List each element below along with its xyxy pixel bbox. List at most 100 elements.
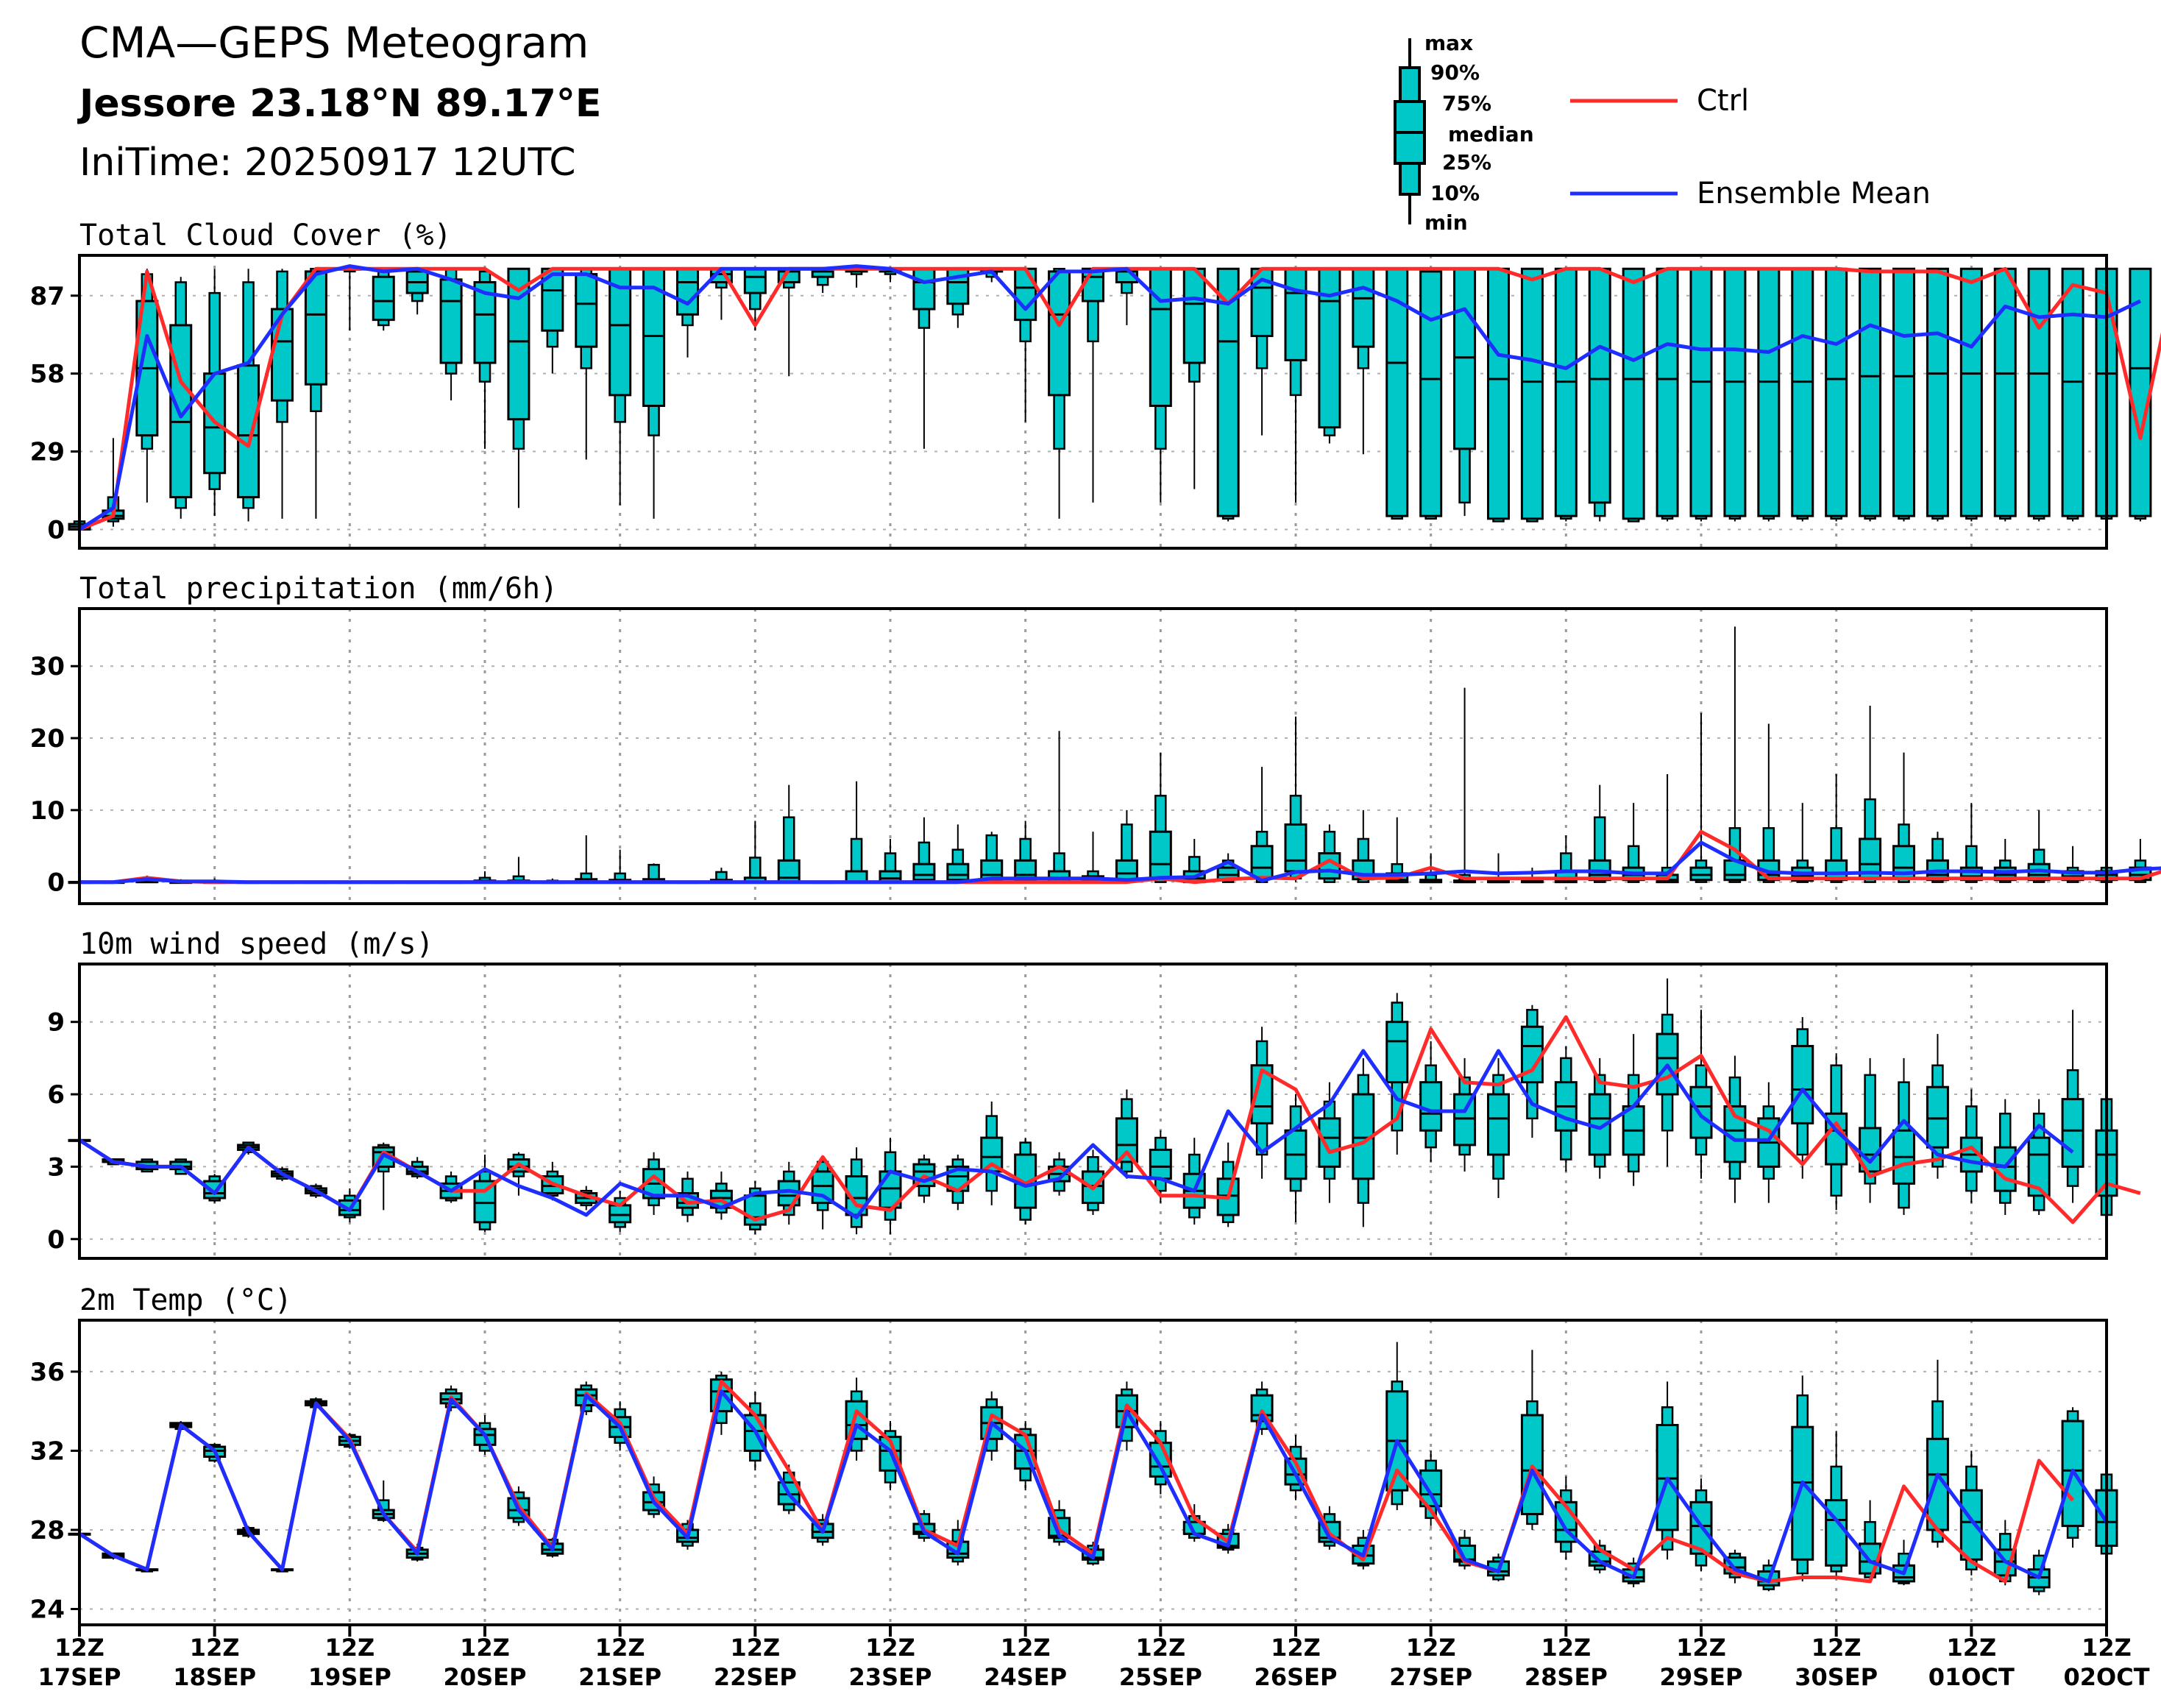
box-plot bbox=[1689, 712, 1713, 883]
box-plot bbox=[912, 267, 936, 449]
box-plot bbox=[1791, 267, 1814, 522]
x-tick-hour-label: 12Z bbox=[1541, 1634, 1591, 1662]
y-tick-label: 0 bbox=[47, 1225, 65, 1255]
box-plot bbox=[1554, 267, 1578, 522]
x-tick-date-label: 30SEP bbox=[1795, 1663, 1878, 1691]
y-tick-label: 58 bbox=[30, 360, 65, 389]
box-plot bbox=[1048, 268, 1071, 519]
y-tick-label: 87 bbox=[30, 282, 65, 311]
box-plot bbox=[473, 269, 497, 449]
x-tick-date-label: 19SEP bbox=[308, 1663, 391, 1691]
box-plot bbox=[1656, 1381, 1679, 1560]
box-inner bbox=[237, 364, 260, 499]
box-inner bbox=[1487, 267, 1510, 520]
y-tick-label: 20 bbox=[30, 724, 65, 754]
box-plot bbox=[1419, 1041, 1443, 1162]
box-inner bbox=[1656, 1032, 1679, 1096]
y-tick-label: 3 bbox=[47, 1152, 65, 1182]
box-inner bbox=[912, 862, 936, 882]
box-plot bbox=[1115, 809, 1138, 883]
box-legend-p75: 75% bbox=[1442, 91, 1491, 116]
x-tick-date-label: 20SEP bbox=[444, 1663, 527, 1691]
box-inner bbox=[1048, 270, 1071, 397]
box-plot bbox=[2061, 267, 2084, 522]
box-inner bbox=[1014, 267, 1037, 322]
box-plot bbox=[2061, 1407, 2084, 1548]
x-tick-date-label: 18SEP bbox=[173, 1663, 256, 1691]
x-tick-date-label: 21SEP bbox=[578, 1663, 661, 1691]
panel-frame bbox=[78, 963, 2108, 1260]
box-inner bbox=[1791, 1044, 1814, 1124]
box-inner bbox=[1453, 1093, 1477, 1147]
x-tick-date-label: 23SEP bbox=[849, 1663, 932, 1691]
x-tick-hour-label: 12Z bbox=[1812, 1634, 1862, 1662]
x-tick-hour-label: 12Z bbox=[595, 1634, 645, 1662]
box-inner bbox=[473, 1180, 497, 1224]
box-plot bbox=[1959, 1450, 1983, 1576]
x-tick-hour-label: 12Z bbox=[54, 1634, 104, 1662]
box-legend-p90: 90% bbox=[1430, 60, 1480, 85]
box-plot bbox=[237, 269, 260, 522]
box-legend-max: max bbox=[1424, 31, 1473, 55]
box-plot bbox=[1723, 626, 1747, 883]
panel-frame bbox=[78, 1319, 2108, 1626]
box-inner bbox=[1115, 859, 1138, 882]
box-inner bbox=[946, 862, 970, 882]
box-inner bbox=[1656, 267, 1679, 517]
box-plot bbox=[1487, 1057, 1510, 1199]
box-plot bbox=[1487, 267, 1510, 522]
panel-frame bbox=[78, 254, 2108, 550]
location-label: Jessore 23.18°N 89.17°E bbox=[77, 82, 601, 126]
box-inner bbox=[1149, 1148, 1172, 1180]
box-plot bbox=[1757, 1082, 1781, 1203]
box-inner bbox=[912, 267, 936, 311]
x-tick-hour-label: 12Z bbox=[1676, 1634, 1726, 1662]
box-inner bbox=[1791, 267, 1814, 517]
legend-mean-label: Ensemble Mean bbox=[1697, 177, 1931, 210]
box-legend-p25: 25% bbox=[1442, 150, 1491, 174]
y-tick-label: 0 bbox=[47, 868, 65, 898]
box-plot bbox=[1689, 267, 1713, 522]
box-inner bbox=[1082, 267, 1104, 302]
y-tick-label: 10 bbox=[30, 796, 65, 826]
box-inner bbox=[1250, 845, 1274, 880]
x-tick-hour-label: 12Z bbox=[1001, 1634, 1051, 1662]
y-tick-label: 24 bbox=[30, 1595, 65, 1624]
box-plot bbox=[2027, 267, 2051, 522]
box-inner bbox=[1622, 267, 1645, 520]
box-inner bbox=[1993, 1146, 2017, 1192]
box-plot bbox=[1656, 267, 1679, 522]
box-inner bbox=[2027, 267, 2051, 517]
box-inner bbox=[2061, 267, 2084, 517]
x-tick-date-label: 28SEP bbox=[1525, 1663, 1608, 1691]
panel-title: Total Cloud Cover (%) bbox=[79, 219, 452, 252]
box-inner bbox=[1859, 267, 1882, 517]
box-plot bbox=[1149, 267, 1172, 503]
box-plot bbox=[1352, 267, 1375, 455]
box-plot bbox=[1520, 1350, 1544, 1530]
box-plot bbox=[743, 267, 767, 331]
x-tick-hour-label: 12Z bbox=[324, 1634, 375, 1662]
x-tick-date-label: 24SEP bbox=[984, 1663, 1067, 1691]
box-plot bbox=[845, 781, 868, 884]
box-inner bbox=[439, 278, 463, 364]
x-tick-hour-label: 12Z bbox=[730, 1634, 780, 1662]
box-legend: max 90% 75% median 25% 10% min bbox=[1394, 31, 1534, 235]
x-tick-hour-label: 12Z bbox=[1946, 1634, 1996, 1662]
x-tick-hour-label: 12Z bbox=[460, 1634, 510, 1662]
x-tick-date-label: 02OCT bbox=[2063, 1663, 2149, 1691]
box-plot bbox=[1284, 716, 1307, 882]
box-plot bbox=[1959, 267, 1983, 522]
box-plot bbox=[608, 267, 632, 506]
panel-2: Total precipitation (mm/6h) 0 10 20 30 bbox=[30, 572, 2161, 905]
box-inner bbox=[1689, 267, 1713, 517]
x-tick-date-label: 27SEP bbox=[1389, 1663, 1472, 1691]
box-plot bbox=[2129, 267, 2152, 522]
grid: 24 28 32 36 bbox=[30, 1320, 2107, 1625]
box-plot bbox=[1689, 1010, 1713, 1179]
box-plot bbox=[1825, 267, 1848, 522]
box-inner bbox=[1487, 1093, 1510, 1156]
box-inner bbox=[1959, 1489, 1983, 1561]
box-inner bbox=[1757, 267, 1781, 517]
